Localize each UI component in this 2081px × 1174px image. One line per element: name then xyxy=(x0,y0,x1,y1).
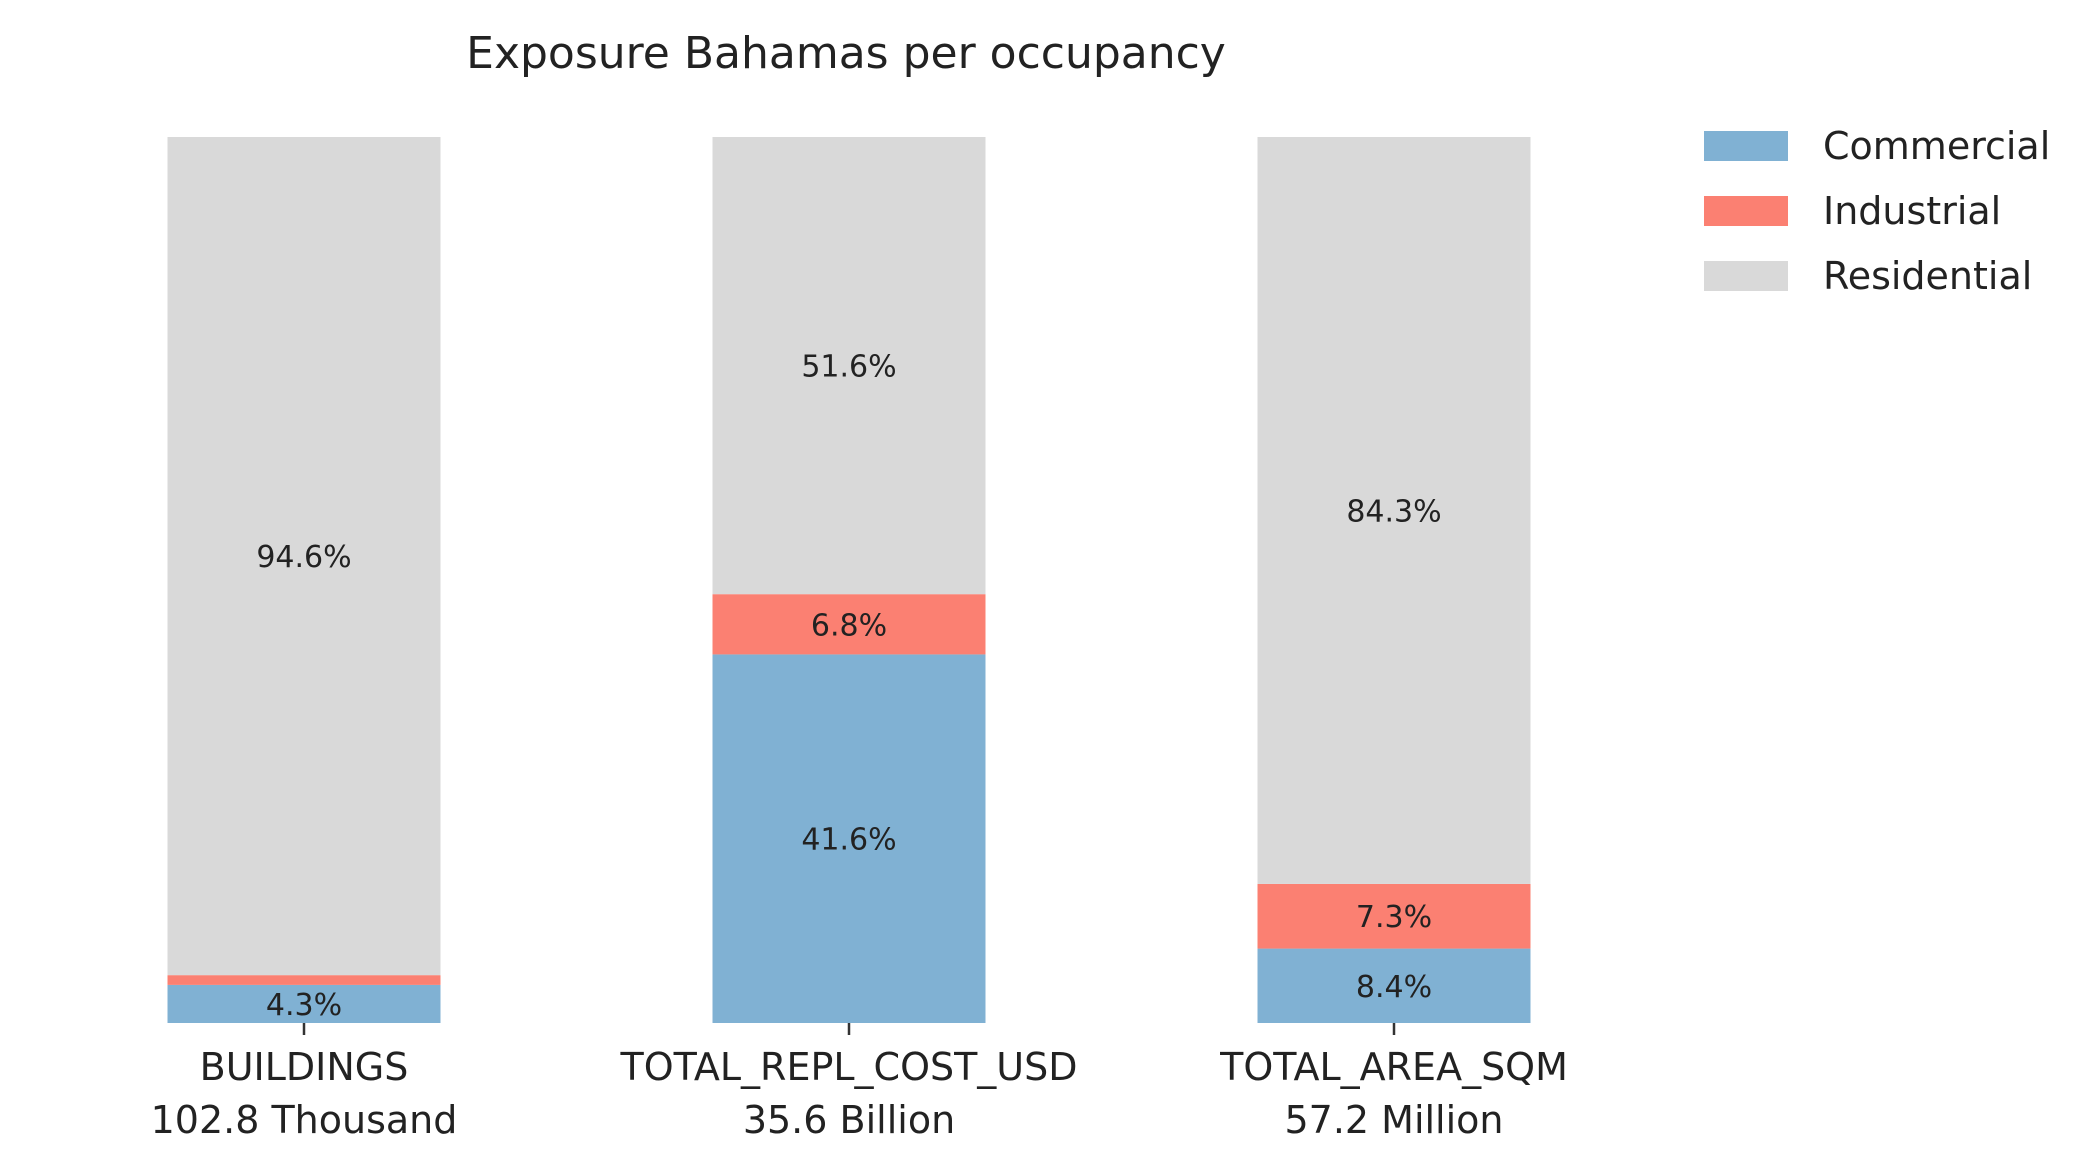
data-label-residential-0: 94.6% xyxy=(256,540,351,575)
segment-labels-layer: 4.3% 94.6% 41.6% 6.8% 51.6% 8.4% 7.3% 84.3% xyxy=(256,350,1441,1023)
legend-swatch-residential xyxy=(1704,261,1788,291)
bar-segment-residential-0 xyxy=(167,137,441,976)
x-tick-label-2: TOTAL_AREA_SQM xyxy=(1219,1045,1568,1089)
legend-label-commercial: Commercial xyxy=(1823,124,2050,168)
data-label-commercial-0: 4.3% xyxy=(266,988,342,1023)
data-label-residential-1: 51.6% xyxy=(801,350,896,385)
chart-title: Exposure Bahamas per occupancy xyxy=(466,28,1226,79)
legend: Commercial Industrial Residential xyxy=(1704,124,2050,298)
legend-swatch-commercial xyxy=(1704,131,1788,161)
bar-segment-residential-2 xyxy=(1257,137,1531,884)
x-tick-label-0: BUILDINGS xyxy=(200,1045,409,1089)
bar-segment-residential-1 xyxy=(712,137,986,595)
bar-segment-commercial-1 xyxy=(712,654,986,1023)
x-tick-total-0: 102.8 Thousand xyxy=(151,1098,458,1142)
bar-segment-commercial-2 xyxy=(1257,948,1531,1023)
bar-segment-industrial-1 xyxy=(712,594,986,655)
data-label-commercial-2: 8.4% xyxy=(1356,970,1432,1005)
data-label-commercial-1: 41.6% xyxy=(801,823,896,858)
data-label-industrial-2: 7.3% xyxy=(1356,900,1432,935)
legend-swatch-industrial xyxy=(1704,196,1788,226)
bar-segment-industrial-0 xyxy=(167,975,441,985)
bar-segment-industrial-2 xyxy=(1257,883,1531,949)
legend-label-residential: Residential xyxy=(1823,254,2032,298)
bar-segment-commercial-0 xyxy=(167,984,441,1023)
legend-label-industrial: Industrial xyxy=(1823,189,2001,233)
bars-layer xyxy=(167,137,1531,1023)
data-label-residential-2: 84.3% xyxy=(1346,494,1441,529)
x-tick-total-2: 57.2 Million xyxy=(1284,1098,1503,1142)
x-axis: BUILDINGS 102.8 Thousand TOTAL_REPL_COST_U… xyxy=(151,1023,1568,1142)
data-label-industrial-1: 6.8% xyxy=(811,608,887,643)
x-tick-total-1: 35.6 Billion xyxy=(743,1098,955,1142)
x-tick-label-1: TOTAL_REPL_COST_USD xyxy=(619,1045,1077,1089)
